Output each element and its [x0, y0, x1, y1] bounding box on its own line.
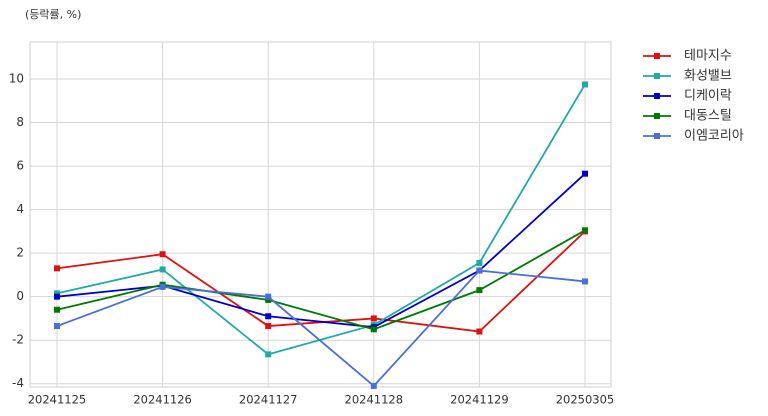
y-tick-label: 8 [16, 115, 24, 129]
point-marker [582, 278, 588, 285]
legend-marker [654, 133, 660, 139]
y-axis-label: (등락률, %) [25, 8, 81, 21]
point-marker [54, 290, 60, 297]
series-line [56, 83, 586, 356]
y-tick-label: 2 [16, 246, 24, 260]
legend-label: 디케이락 [684, 89, 732, 104]
legend-label: 테마지수 [684, 49, 732, 64]
point-marker [265, 351, 272, 358]
legend-label: 이엠코리아 [684, 129, 744, 144]
point-marker [370, 326, 377, 333]
y-tick-label: -2 [12, 333, 24, 347]
y-tick-label: -4 [12, 376, 24, 390]
point-marker [54, 265, 60, 272]
point-marker [265, 323, 272, 330]
point-marker [159, 251, 166, 258]
point-marker [370, 382, 377, 389]
point-marker [582, 227, 588, 234]
point-marker [159, 283, 166, 290]
point-marker [370, 315, 377, 322]
legend-label: 대동스틸 [684, 109, 732, 124]
x-tick-label: 20250305 [556, 393, 615, 407]
point-marker [476, 267, 483, 274]
y-tick-label: 4 [16, 202, 24, 216]
point-marker [265, 313, 272, 320]
point-marker [476, 287, 483, 294]
y-tick-label: 6 [16, 159, 24, 173]
point-marker [582, 170, 588, 177]
series-line [56, 229, 586, 331]
point-marker [476, 259, 483, 266]
x-tick-label: 20241128 [345, 393, 404, 407]
legend-marker [654, 53, 660, 59]
x-tick-label: 20241125 [28, 393, 87, 407]
point-marker [265, 293, 272, 300]
y-tick-label: 10 [9, 72, 24, 86]
x-tick-label: 20241129 [450, 393, 509, 407]
x-tick-label: 20241126 [133, 393, 192, 407]
point-marker [265, 296, 272, 303]
point-marker [582, 81, 588, 88]
point-marker [54, 323, 60, 330]
y-tick-label: 0 [16, 289, 24, 303]
point-marker [54, 293, 60, 300]
point-marker [159, 266, 166, 273]
legend-marker [654, 93, 660, 99]
legend-label: 화성밸브 [684, 69, 732, 84]
plot-frame [29, 41, 612, 388]
legend-marker [654, 113, 660, 119]
point-marker [476, 328, 483, 335]
legend-marker [654, 73, 660, 79]
x-tick-label: 20241127 [239, 393, 298, 407]
series-line [56, 269, 586, 388]
series-line [56, 173, 586, 329]
point-marker [54, 306, 60, 313]
